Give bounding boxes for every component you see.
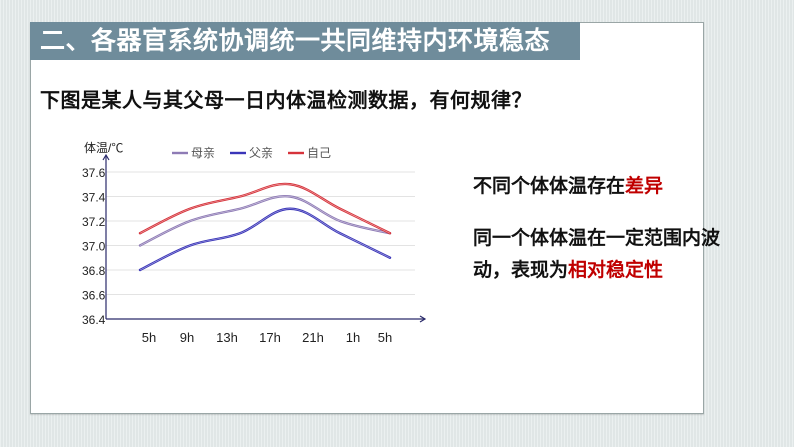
x-tick-label: 9h [180,330,194,345]
y-tick-label: 36.6 [82,289,106,303]
y-tick-label: 36.4 [82,313,106,327]
x-tick-label: 1h [346,330,360,345]
conclusion-1: 不同个体体温存在差异 [473,172,763,200]
y-tick-label: 37.4 [82,191,106,205]
x-tick-label: 5h [142,330,156,345]
y-tick-label: 36.8 [82,264,106,278]
x-tick-label: 17h [259,330,281,345]
x-tick-label: 5h [378,330,392,345]
conclusion-2: 同一个体体温在一定范围内波动，表现为相对稳定性 [473,222,743,286]
slide-card [30,22,704,414]
legend-item-father: 父亲 [249,146,273,160]
conclusion-2-highlight: 相对稳定性 [568,259,664,281]
conclusions: 不同个体体温存在差异 同一个体体温在一定范围内波动，表现为相对稳定性 [473,172,763,286]
x-tick-label: 13h [216,330,238,345]
conclusion-2-text: 同一个体体温在一定范围内波动，表现为 [473,227,721,281]
legend-item-self: 自己 [307,146,331,160]
y-axis-label: 体温/℃ [84,141,123,155]
y-tick-label: 37.6 [82,166,106,180]
y-tick-label: 37.0 [82,240,106,254]
legend-item-mother: 母亲 [191,146,215,160]
conclusion-1-text: 不同个体体温存在 [473,175,626,197]
conclusion-1-highlight: 差异 [625,175,664,197]
x-tick-label: 21h [302,330,324,345]
temperature-line-chart: 37.6 37.4 37.2 37.0 36.8 36.6 36.4 体温/℃ 5h 9h 13h 1… [80,130,450,350]
slide-title: 二、各器官系统协调统一共同维持内环境稳态 [30,22,580,60]
question-text: 下图是某人与其父母一日内体温检测数据，有何规律？ [40,88,532,112]
y-tick-label: 37.2 [82,215,106,229]
